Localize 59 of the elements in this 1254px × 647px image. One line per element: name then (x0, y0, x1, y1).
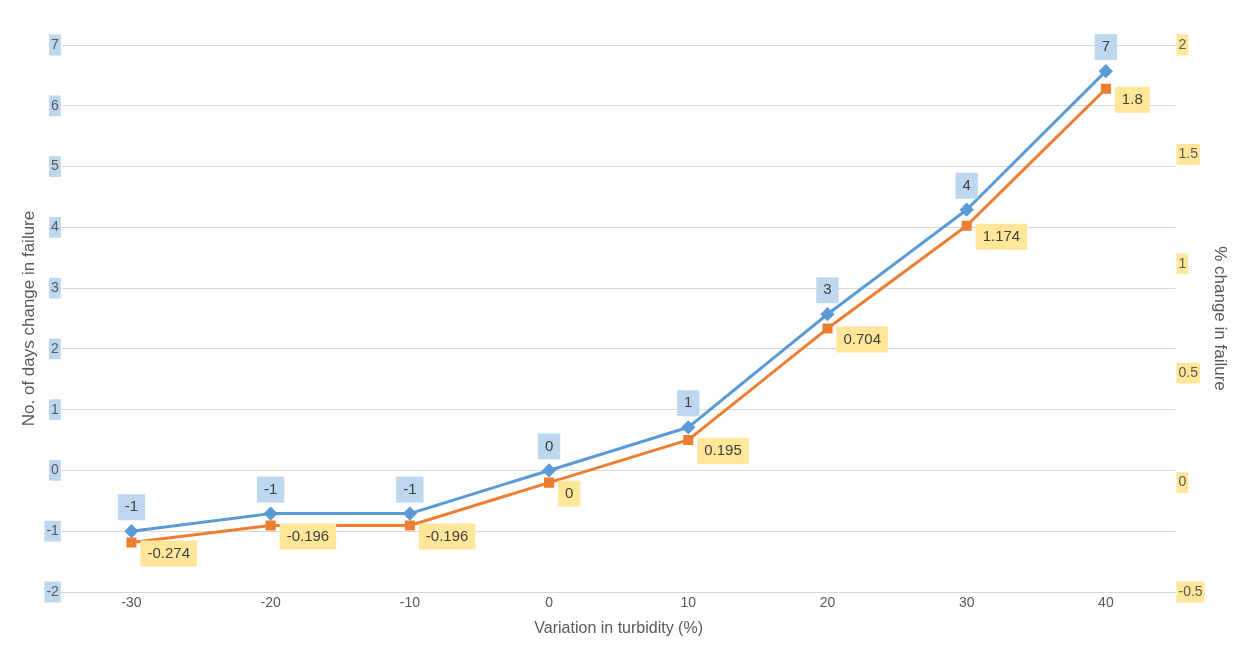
y-tick-label: 7 (51, 35, 60, 52)
data-label: 7 (1101, 37, 1111, 55)
point (544, 477, 555, 488)
x-tick-label: 20 (819, 594, 836, 611)
data-label: 1 (684, 393, 693, 411)
point (961, 220, 972, 231)
point (960, 203, 974, 217)
data-label: -0.196 (425, 526, 469, 544)
data-label: -1 (263, 479, 278, 497)
point (542, 463, 556, 477)
point (404, 520, 415, 531)
point (403, 507, 417, 521)
y-tick-label: -2 (46, 582, 60, 599)
x-tick-label: 10 (680, 594, 697, 611)
y2-tick-label: 0 (1178, 473, 1187, 490)
y2-tick-label: 0.5 (1178, 364, 1199, 381)
y2-tick-label: -0.5 (1178, 582, 1203, 599)
data-label: 0.704 (843, 329, 882, 347)
data-label: -1 (403, 479, 417, 497)
data-label: 4 (962, 175, 971, 193)
y-axis-title: No. of days change in failure (18, 210, 38, 427)
y2-tick-label: 1.5 (1178, 145, 1199, 162)
x-tick-label: 40 (1098, 594, 1114, 611)
x-tick-label: -10 (399, 594, 421, 611)
data-label: 1.174 (982, 226, 1021, 244)
data-label: 0 (544, 436, 554, 454)
data-label: -0.274 (147, 543, 190, 561)
point (1100, 83, 1111, 94)
point (124, 524, 138, 538)
point (126, 537, 137, 548)
data-label: -0.196 (286, 526, 330, 544)
y-tick-label: 3 (51, 278, 60, 295)
y-tick-label: 1 (51, 400, 60, 417)
y-tick-label: 5 (51, 157, 60, 174)
y2-tick-label: 1 (1178, 254, 1187, 271)
data-label: 1.8 (1121, 89, 1143, 107)
y2-axis-title: % change in failure (1211, 246, 1231, 391)
x-tick-label: -20 (260, 594, 281, 611)
point (264, 507, 278, 521)
data-label: 0 (565, 483, 574, 501)
y-tick-label: 4 (51, 218, 60, 235)
y-tick-label: 0 (51, 461, 60, 478)
x-tick-label: -30 (121, 594, 142, 611)
data-label: 0.195 (704, 441, 742, 459)
y2-tick-label: 2 (1178, 35, 1187, 52)
point (820, 307, 834, 321)
y-tick-label: -1 (46, 522, 60, 539)
point (265, 520, 276, 531)
x-axis-title: Variation in turbidity (%) (534, 618, 703, 636)
point (822, 323, 833, 334)
x-tick-label: 0 (545, 594, 554, 611)
point (681, 420, 695, 434)
x-tick-label: 30 (958, 594, 975, 611)
point (1099, 64, 1113, 78)
y-tick-label: 2 (51, 339, 60, 356)
y-tick-label: 6 (51, 96, 60, 113)
data-label: -1 (124, 497, 139, 515)
data-label: 3 (823, 280, 832, 298)
point (683, 434, 694, 445)
